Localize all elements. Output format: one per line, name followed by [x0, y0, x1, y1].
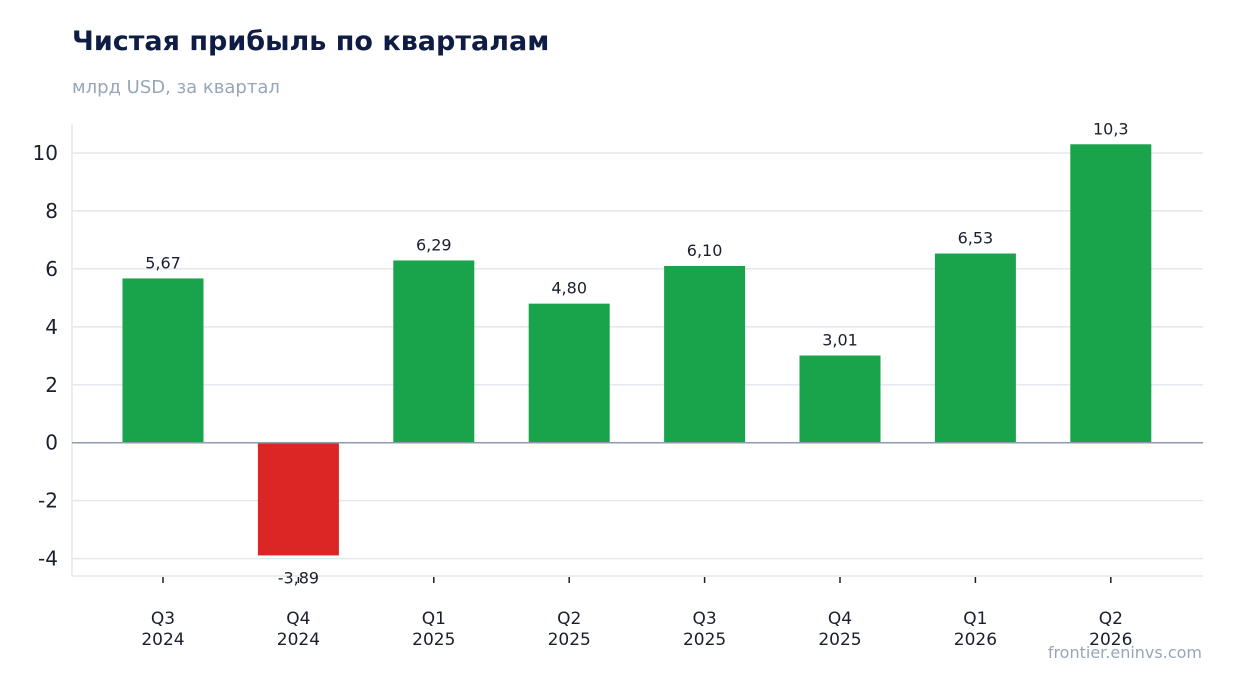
- x-tick-label: 2025: [412, 630, 455, 650]
- bar: [257, 442, 339, 556]
- y-tick-label: -2: [38, 489, 58, 513]
- y-tick-label: -4: [38, 547, 58, 571]
- bar: [393, 260, 475, 443]
- bar: [122, 278, 204, 443]
- x-tick-label: Q2: [1099, 609, 1123, 629]
- x-tick-label: 2026: [1089, 630, 1132, 650]
- x-tick-label: 2026: [954, 630, 997, 650]
- bar: [664, 265, 746, 443]
- data-label: 10,3: [1093, 119, 1129, 138]
- x-tick-label: 2025: [818, 630, 861, 650]
- x-tick-label: Q1: [422, 609, 446, 629]
- y-tick-label: 4: [45, 315, 58, 339]
- bar: [528, 303, 610, 443]
- data-label: 6,29: [416, 235, 452, 254]
- x-tick-label: Q1: [963, 609, 987, 629]
- bar: [799, 355, 881, 443]
- x-tick-label: Q2: [557, 609, 581, 629]
- x-tick-label: Q4: [828, 609, 852, 629]
- data-label: 4,80: [551, 279, 587, 298]
- y-tick-label: 0: [45, 431, 58, 455]
- bar: [934, 253, 1016, 443]
- chart-title: Чистая прибыль по кварталам: [72, 26, 550, 57]
- x-tick-label: Q4: [286, 609, 310, 629]
- x-tick-label: 2024: [277, 630, 320, 650]
- source-credit: frontier.eninvs.com: [1047, 643, 1202, 662]
- data-label: 5,67: [145, 253, 181, 272]
- data-label: 6,10: [687, 241, 723, 260]
- y-tick-label: 6: [45, 257, 58, 281]
- bar: [1070, 144, 1152, 443]
- y-tick-label: 10: [33, 141, 58, 165]
- chart-subtitle: млрд USD, за квартал: [72, 77, 280, 98]
- x-tick-label: 2024: [141, 630, 184, 650]
- y-tick-label: 2: [45, 373, 58, 397]
- y-tick-label: 8: [45, 199, 58, 223]
- data-label: 3,01: [822, 331, 858, 350]
- x-tick-label: Q3: [151, 609, 175, 629]
- x-tick-label: 2025: [548, 630, 591, 650]
- x-tick-label: Q3: [692, 609, 716, 629]
- data-label: 6,53: [958, 229, 994, 248]
- x-tick-label: 2025: [683, 630, 726, 650]
